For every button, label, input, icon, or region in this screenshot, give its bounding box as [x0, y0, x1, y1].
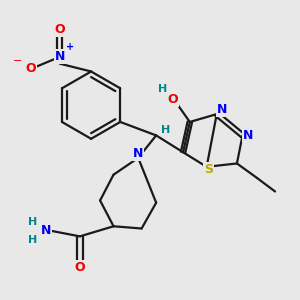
Text: H: H	[28, 235, 38, 245]
Text: +: +	[66, 42, 74, 52]
Text: −: −	[12, 56, 22, 66]
Text: O: O	[25, 61, 36, 75]
Text: N: N	[217, 103, 227, 116]
Text: N: N	[41, 224, 51, 237]
Text: S: S	[204, 163, 213, 176]
Text: N: N	[55, 50, 65, 63]
Text: N: N	[133, 147, 143, 160]
Text: O: O	[54, 23, 65, 37]
Text: H: H	[160, 125, 170, 135]
Text: H: H	[28, 217, 38, 227]
Text: O: O	[75, 261, 85, 274]
Text: N: N	[243, 129, 253, 142]
Text: O: O	[168, 93, 178, 106]
Text: H: H	[158, 84, 167, 94]
